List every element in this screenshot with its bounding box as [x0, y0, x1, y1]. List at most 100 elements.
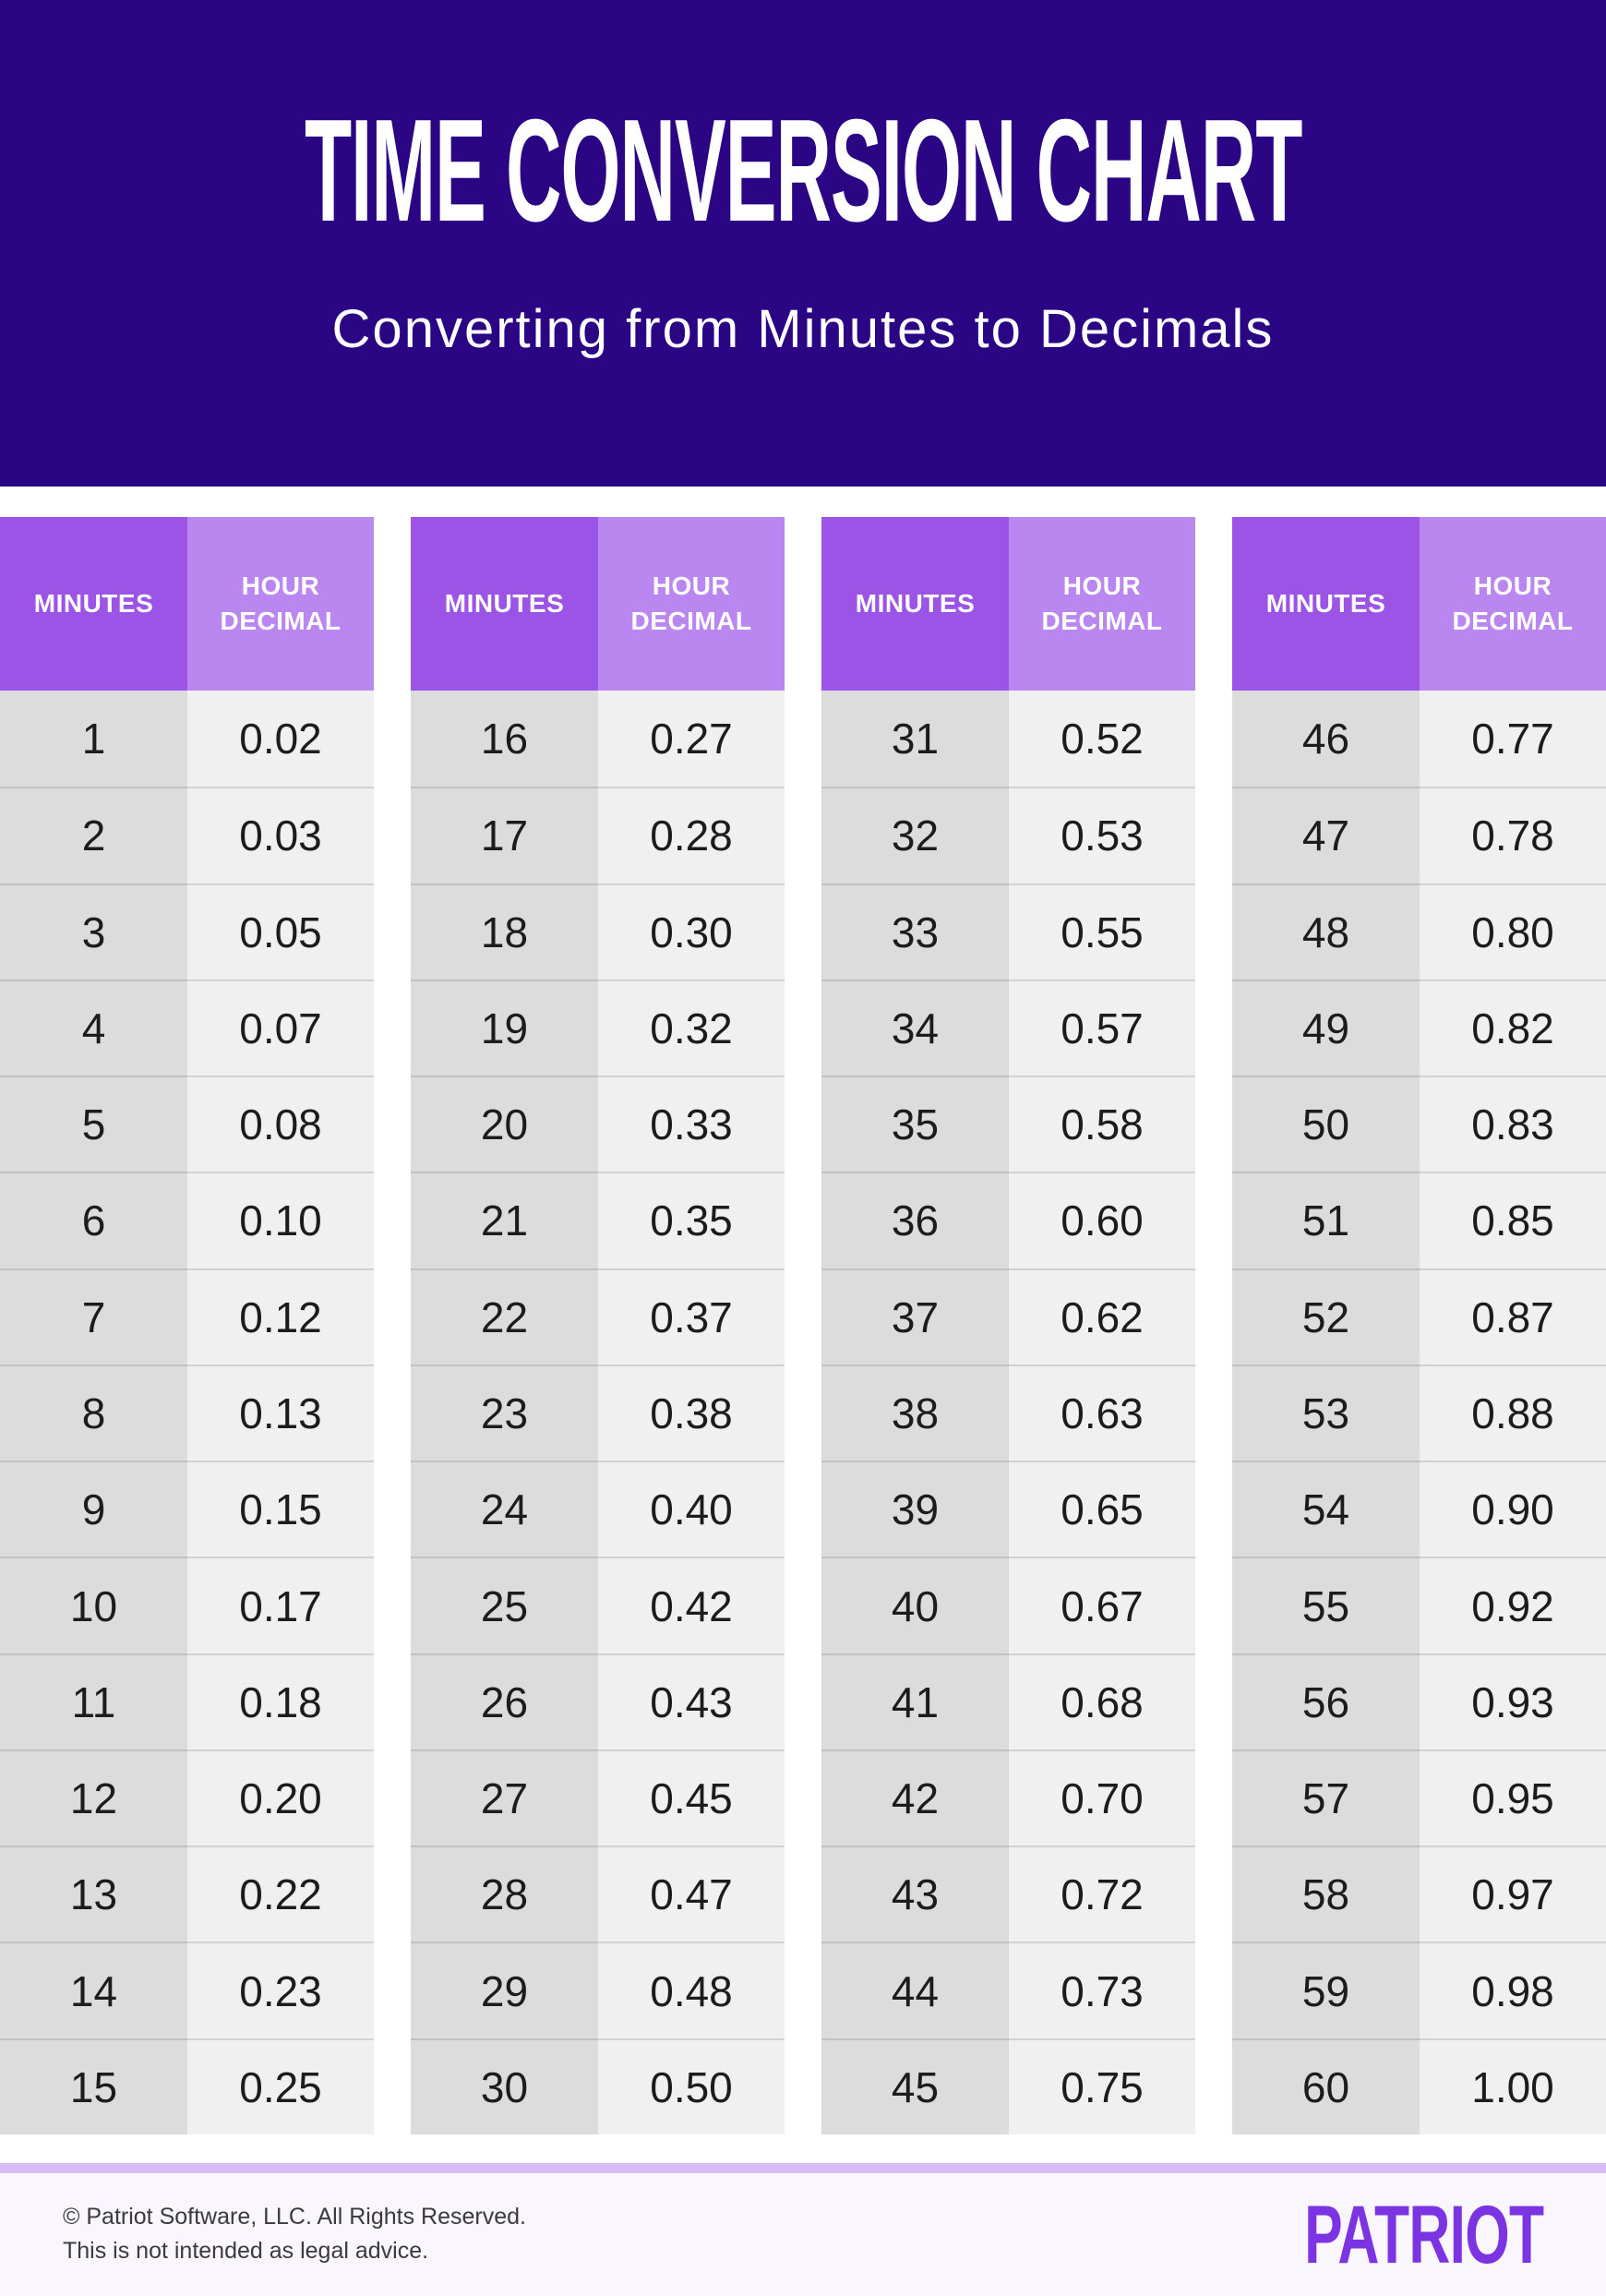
decimal-cell: 0.40 [598, 1461, 785, 1557]
decimal-cell: 0.27 [598, 691, 785, 787]
decimal-cell: 0.12 [187, 1268, 374, 1364]
decimal-cell: 0.55 [1009, 883, 1195, 980]
decimal-cell: 0.87 [1420, 1268, 1606, 1364]
conversion-table-2: MINUTES HOUR DECIMAL 16 0.27 17 0.28 18 0.30 19 0… [411, 517, 785, 2134]
table-row: 4 0.07 [0, 979, 374, 1076]
minutes-cell: 11 [0, 1653, 187, 1749]
decimal-cell: 0.48 [598, 1941, 785, 2038]
decimal-cell: 0.80 [1420, 883, 1606, 980]
minutes-cell: 25 [411, 1557, 598, 1653]
table-row: 31 0.52 [821, 691, 1195, 787]
minutes-cell: 8 [0, 1364, 187, 1461]
decimal-cell: 0.38 [598, 1364, 785, 1461]
minutes-cell: 48 [1232, 883, 1420, 980]
decimal-cell: 0.35 [598, 1172, 785, 1268]
minutes-cell: 60 [1232, 2038, 1420, 2134]
decimal-cell: 0.37 [598, 1268, 785, 1364]
minutes-cell: 5 [0, 1076, 187, 1172]
minutes-column-header: MINUTES [821, 517, 1009, 691]
decimal-cell: 0.28 [598, 787, 785, 884]
table-row: 6 0.10 [0, 1172, 374, 1268]
minutes-cell: 32 [821, 787, 1009, 884]
minutes-cell: 20 [411, 1076, 598, 1172]
decimal-cell: 0.63 [1009, 1364, 1195, 1461]
minutes-cell: 45 [821, 2038, 1009, 2134]
minutes-cell: 18 [411, 883, 598, 980]
decimal-cell: 0.72 [1009, 1845, 1195, 1942]
table-row: 42 0.70 [821, 1749, 1195, 1846]
table-header-row: MINUTES HOUR DECIMAL [1232, 517, 1606, 691]
table-row: 17 0.28 [411, 787, 785, 884]
table-row: 60 1.00 [1232, 2038, 1606, 2134]
table-row: 16 0.27 [411, 691, 785, 787]
minutes-cell: 50 [1232, 1076, 1420, 1172]
hour-decimal-column-header: HOUR DECIMAL [598, 517, 785, 691]
table-row: 43 0.72 [821, 1845, 1195, 1942]
minutes-cell: 28 [411, 1845, 598, 1942]
minutes-cell: 57 [1232, 1749, 1420, 1846]
decimal-cell: 0.90 [1420, 1461, 1606, 1557]
table-row: 20 0.33 [411, 1076, 785, 1172]
minutes-cell: 13 [0, 1845, 187, 1942]
table-row: 18 0.30 [411, 883, 785, 980]
decimal-cell: 0.10 [187, 1172, 374, 1268]
decimal-cell: 0.33 [598, 1076, 785, 1172]
disclaimer-line: This is not intended as legal advice. [63, 2238, 429, 2265]
table-row: 26 0.43 [411, 1653, 785, 1749]
decimal-cell: 0.75 [1009, 2038, 1195, 2134]
table-row: 41 0.68 [821, 1653, 1195, 1749]
table-row: 28 0.47 [411, 1845, 785, 1942]
minutes-cell: 30 [411, 2038, 598, 2134]
decimal-cell: 0.93 [1420, 1653, 1606, 1749]
minutes-cell: 26 [411, 1653, 598, 1749]
decimal-cell: 0.97 [1420, 1845, 1606, 1942]
table-row: 51 0.85 [1232, 1172, 1606, 1268]
minutes-column-header: MINUTES [1232, 517, 1420, 691]
minutes-cell: 43 [821, 1845, 1009, 1942]
decimal-cell: 0.50 [598, 2038, 785, 2134]
table-row: 34 0.57 [821, 979, 1195, 1076]
decimal-cell: 0.25 [187, 2038, 374, 2134]
minutes-cell: 9 [0, 1461, 187, 1557]
decimal-cell: 0.92 [1420, 1557, 1606, 1653]
table-row: 13 0.22 [0, 1845, 374, 1942]
minutes-cell: 42 [821, 1749, 1009, 1846]
minutes-cell: 34 [821, 979, 1009, 1076]
minutes-cell: 16 [411, 691, 598, 787]
minutes-cell: 53 [1232, 1364, 1420, 1461]
minutes-cell: 51 [1232, 1172, 1420, 1268]
minutes-cell: 54 [1232, 1461, 1420, 1557]
minutes-cell: 10 [0, 1557, 187, 1653]
table-row: 48 0.80 [1232, 883, 1606, 980]
decimal-cell: 0.70 [1009, 1749, 1195, 1846]
decimal-cell: 0.83 [1420, 1076, 1606, 1172]
minutes-cell: 37 [821, 1268, 1009, 1364]
table-row: 46 0.77 [1232, 691, 1606, 787]
minutes-cell: 27 [411, 1749, 598, 1846]
decimal-cell: 0.58 [1009, 1076, 1195, 1172]
table-row: 12 0.20 [0, 1749, 374, 1846]
hour-decimal-column-header: HOUR DECIMAL [1420, 517, 1606, 691]
table-row: 22 0.37 [411, 1268, 785, 1364]
minutes-cell: 58 [1232, 1845, 1420, 1942]
decimal-cell: 0.05 [187, 883, 374, 980]
decimal-cell: 0.47 [598, 1845, 785, 1942]
decimal-cell: 0.43 [598, 1653, 785, 1749]
decimal-cell: 0.57 [1009, 979, 1195, 1076]
decimal-cell: 0.32 [598, 979, 785, 1076]
decimal-cell: 0.17 [187, 1557, 374, 1653]
table-row: 14 0.23 [0, 1941, 374, 2038]
minutes-cell: 22 [411, 1268, 598, 1364]
minutes-cell: 24 [411, 1461, 598, 1557]
copyright-line: © Patriot Software, LLC. All Rights Rese… [63, 2204, 526, 2230]
decimal-cell: 0.22 [187, 1845, 374, 1942]
table-row: 11 0.18 [0, 1653, 374, 1749]
decimal-cell: 0.02 [187, 691, 374, 787]
table-row: 30 0.50 [411, 2038, 785, 2134]
minutes-cell: 12 [0, 1749, 187, 1846]
minutes-cell: 7 [0, 1268, 187, 1364]
table-row: 5 0.08 [0, 1076, 374, 1172]
table-row: 29 0.48 [411, 1941, 785, 2038]
page-subtitle: Converting from Minutes to Decimals [331, 299, 1275, 359]
decimal-cell: 0.42 [598, 1557, 785, 1653]
